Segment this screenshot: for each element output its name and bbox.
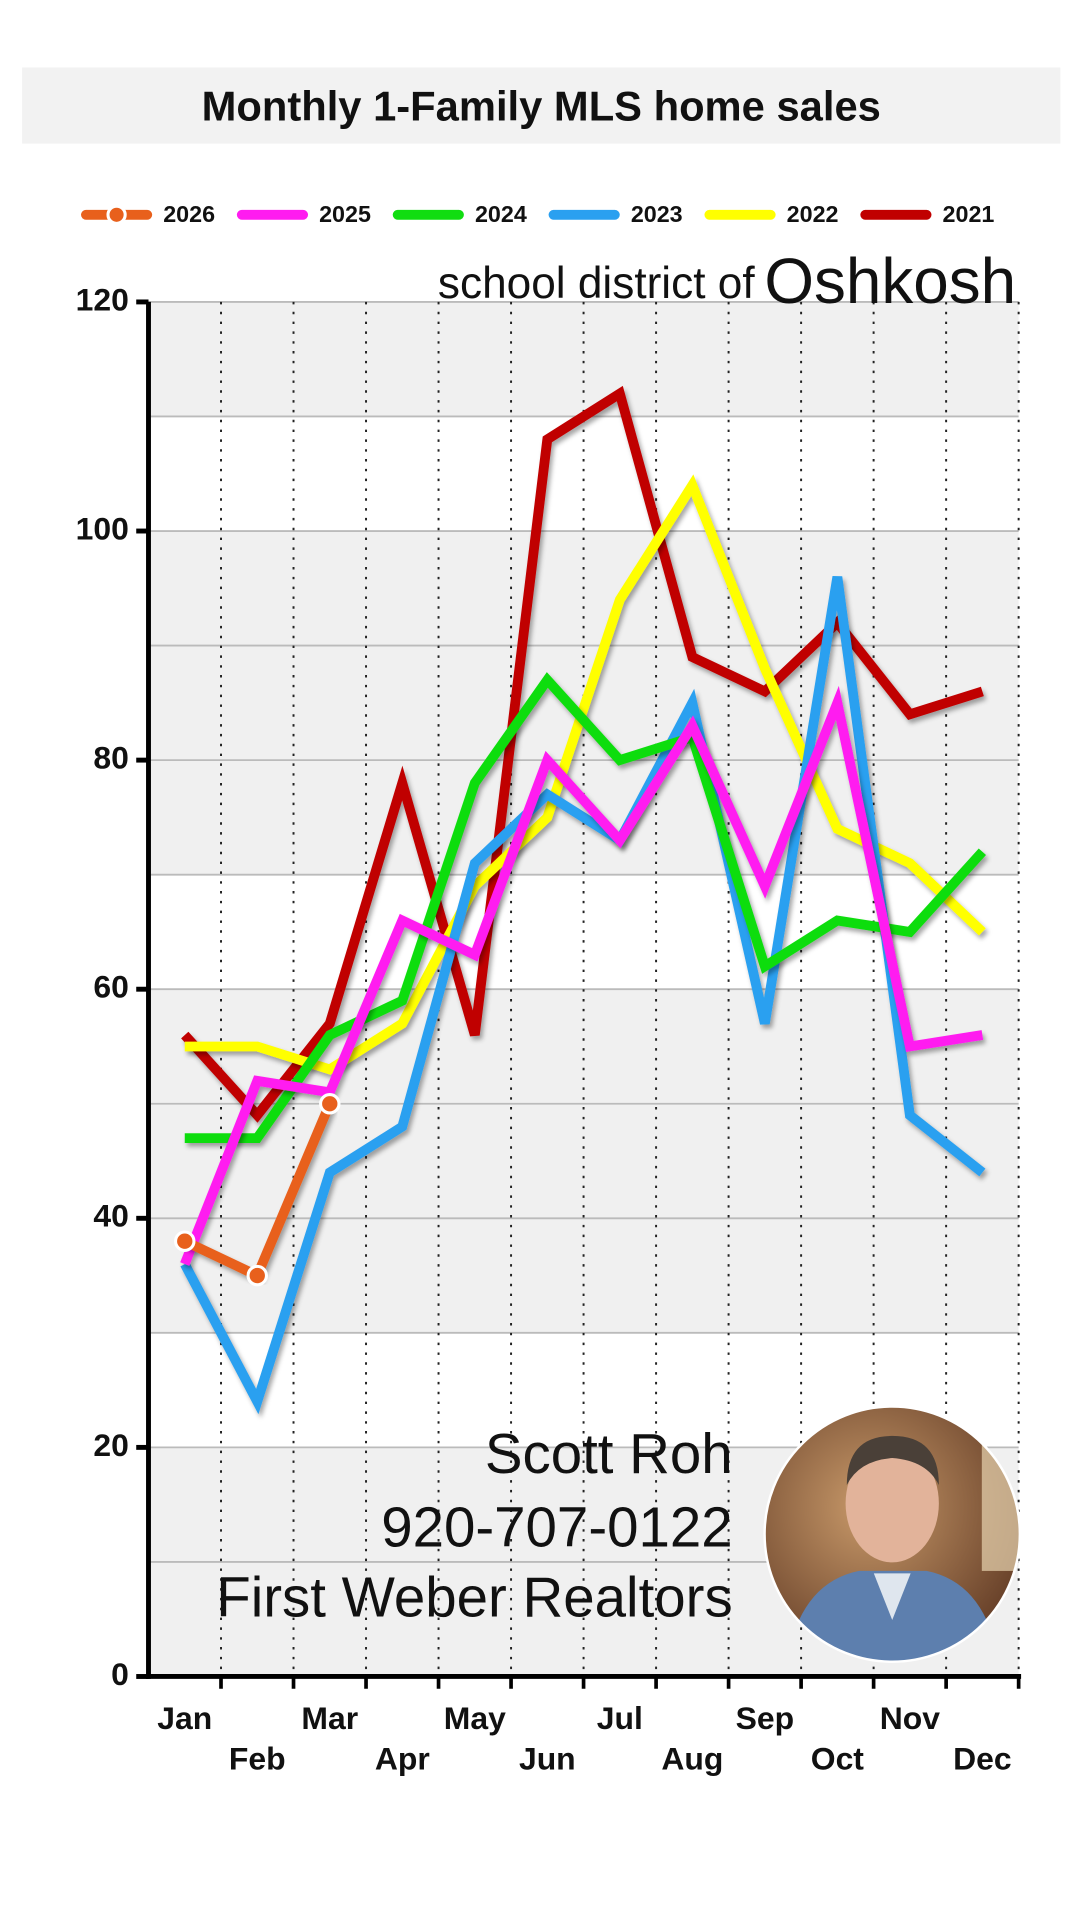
legend-label: 2021 (943, 201, 995, 227)
series-marker (246, 1264, 269, 1287)
y-tick-label: 40 (93, 1198, 128, 1234)
legend-label: 2023 (631, 201, 683, 227)
x-tick-label: Aug (661, 1741, 723, 1777)
legend-marker (106, 204, 127, 225)
legend-label: 2026 (163, 201, 215, 227)
chart-title: Monthly 1-Family MLS home sales (202, 82, 881, 129)
agent-phone: 920-707-0122 (381, 1496, 732, 1559)
agent-company: First Weber Realtors (216, 1566, 732, 1629)
legend-label: 2022 (787, 201, 839, 227)
series-line (180, 685, 984, 1266)
series-line (184, 474, 986, 1075)
y-tick-label: 60 (93, 969, 128, 1005)
series-marker (319, 1093, 341, 1115)
x-tick-label: Mar (301, 1700, 358, 1736)
x-tick-label: Apr (375, 1741, 430, 1777)
y-tick-label: 80 (93, 740, 128, 776)
x-tick-label: Jun (519, 1741, 576, 1777)
y-tick-label: 20 (93, 1427, 128, 1463)
y-tick-label: 100 (76, 510, 129, 546)
grid-band (148, 1103, 1019, 1219)
x-tick-label: May (444, 1700, 506, 1736)
grid-band (148, 301, 1019, 417)
district-prefix: school district of (438, 259, 755, 308)
x-tick-label: Oct (811, 1741, 865, 1777)
series-line (180, 576, 986, 1415)
x-tick-label: Feb (229, 1741, 286, 1777)
legend-label: 2025 (319, 201, 371, 227)
x-tick-label: Nov (880, 1700, 941, 1736)
x-tick-label: Jan (157, 1700, 212, 1736)
photo-frame (763, 1405, 1022, 1663)
agent-photo (764, 1406, 1020, 1662)
district-label: school district of Oshkosh (438, 245, 1016, 317)
y-tick-label: 0 (111, 1656, 129, 1692)
x-tick-label: Dec (953, 1741, 1012, 1777)
agent-name: Scott Roh (485, 1422, 733, 1485)
x-tick-label: Jul (597, 1700, 643, 1736)
y-tick-label: 120 (76, 281, 129, 317)
series-marker (174, 1230, 196, 1252)
series-line (184, 672, 987, 1144)
district-name: Oshkosh (764, 245, 1016, 317)
x-tick-label: Sep (736, 1700, 795, 1736)
legend-label: 2024 (475, 201, 527, 227)
title-band (22, 67, 1061, 144)
